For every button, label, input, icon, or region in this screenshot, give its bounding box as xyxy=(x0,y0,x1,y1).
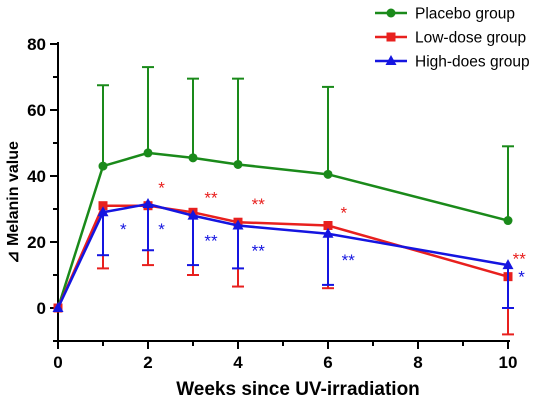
y-tick-label: 60 xyxy=(27,101,46,120)
y-tick-label: 80 xyxy=(27,35,46,54)
significance-mark: ** xyxy=(204,231,218,250)
legend-swatch-marker xyxy=(386,32,396,42)
series-layer xyxy=(52,66,514,336)
data-point xyxy=(187,209,199,220)
series-placebo-group xyxy=(53,66,514,313)
x-tick-label: 4 xyxy=(233,353,243,372)
significance-mark: ** xyxy=(252,195,266,214)
legend-item-low-dose-group: Low-dose group xyxy=(375,30,526,47)
data-point xyxy=(97,206,109,217)
significance-mark: ** xyxy=(252,241,266,260)
y-tick-label: 20 xyxy=(27,233,46,252)
x-tick-label: 0 xyxy=(53,353,62,372)
significance-mark: ** xyxy=(513,250,527,269)
data-point xyxy=(98,201,108,211)
legend-label: Placebo group xyxy=(415,6,515,23)
data-point xyxy=(503,216,513,226)
legend: Placebo group Low-dose group High-does gro… xyxy=(375,6,530,71)
significance-mark: * xyxy=(158,179,165,198)
significance-mark: * xyxy=(158,220,165,239)
y-tick-label: 0 xyxy=(37,299,46,318)
legend-swatch-marker xyxy=(385,55,397,65)
legend-item-placebo-group: Placebo group xyxy=(375,6,515,23)
data-point xyxy=(142,198,154,209)
data-point xyxy=(323,221,333,230)
data-point xyxy=(323,169,333,179)
x-tick-label: 10 xyxy=(499,353,518,372)
data-point xyxy=(233,159,243,169)
data-point xyxy=(98,161,108,171)
legend-swatch-marker xyxy=(386,8,396,18)
data-point xyxy=(232,219,244,230)
significance-mark: ** xyxy=(204,188,218,207)
x-tick-label: 8 xyxy=(413,353,422,372)
y-tick-label: 40 xyxy=(27,167,46,186)
significance-annotations: ************** *** xyxy=(120,179,526,287)
x-tick-label: 2 xyxy=(143,353,152,372)
axes: 0 20 40 60 80 0 2 4 6 8 10 Weeks since UV-irradiati… xyxy=(5,35,517,400)
x-tick-label: 6 xyxy=(323,353,332,372)
significance-mark: ** xyxy=(342,251,356,270)
data-point xyxy=(502,259,514,270)
y-axis-title: ⊿ Melanin value xyxy=(5,141,22,264)
significance-mark: * xyxy=(340,203,347,222)
legend-item-high-does-group: High-does group xyxy=(375,54,530,71)
series-high-does-group xyxy=(52,198,514,312)
data-point xyxy=(52,302,64,312)
data-point xyxy=(322,227,334,238)
significance-mark: * xyxy=(518,268,525,287)
data-point xyxy=(143,148,153,158)
legend-label: High-does group xyxy=(415,54,530,71)
significance-mark: * xyxy=(120,220,127,239)
x-axis-title: Weeks since UV-irradiation xyxy=(176,379,420,400)
data-point xyxy=(188,153,198,163)
legend-label: Low-dose group xyxy=(415,30,526,47)
